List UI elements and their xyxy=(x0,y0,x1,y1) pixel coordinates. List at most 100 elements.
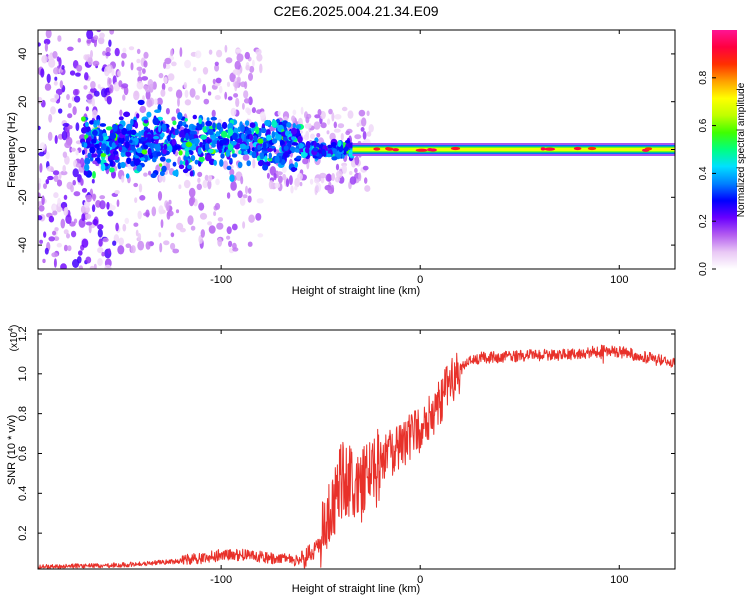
heatmap-cell xyxy=(167,73,175,81)
heatmap-cell xyxy=(224,44,228,53)
heatmap-cell xyxy=(248,96,253,106)
heatmap-cell xyxy=(354,168,358,173)
heatmap-cell xyxy=(107,210,114,217)
heatmap-cell xyxy=(64,141,71,149)
heatmap-cell xyxy=(316,133,321,138)
heatmap-cell xyxy=(99,195,106,200)
heatmap-cell xyxy=(154,109,161,113)
heatmap-cell xyxy=(102,50,107,56)
heatmap-cell xyxy=(239,197,246,206)
heatmap-cell xyxy=(235,148,239,156)
heatmap-cell xyxy=(179,129,185,138)
heatmap-cell xyxy=(74,95,81,103)
heatmap-cell xyxy=(143,131,148,139)
heatmap-cell xyxy=(587,146,597,151)
heatmap-cell xyxy=(137,99,145,106)
heatmap-cell xyxy=(147,147,152,156)
heatmap-cell xyxy=(207,221,213,226)
heatmap-cell xyxy=(143,172,148,177)
heatmap-cell xyxy=(139,105,147,114)
heatmap-cell xyxy=(72,168,79,178)
heatmap-cell xyxy=(238,150,242,155)
heatmap-cell xyxy=(364,185,371,192)
heatmap-cell xyxy=(233,93,239,98)
heatmap-cell xyxy=(243,98,250,104)
heatmap-cell xyxy=(136,48,141,55)
heatmap-cell xyxy=(197,171,203,178)
figure-title: C2E6.2025.004.21.34.E09 xyxy=(273,3,438,19)
heatmap-cell xyxy=(247,241,253,247)
heatmap-cell xyxy=(278,175,283,184)
heatmap-cell xyxy=(192,66,197,72)
heatmap-cell xyxy=(288,175,293,186)
heatmap-cell xyxy=(241,133,245,141)
heatmap-cell xyxy=(45,151,50,160)
heatmap-cell xyxy=(341,106,348,112)
heatmap-cell xyxy=(87,152,92,159)
heatmap-cell xyxy=(262,123,266,128)
heatmap-cell xyxy=(59,80,64,89)
snr-panel: -100 0 100 0.2 0.4 0.6 0.8 1.0 1.2 Height of str… xyxy=(6,325,676,595)
heatmap-cell xyxy=(142,68,146,74)
heatmap-cell xyxy=(97,247,104,254)
heatmap-cell xyxy=(328,108,333,115)
heatmap-cell xyxy=(197,147,202,155)
heatmap-cell xyxy=(305,141,311,149)
heatmap-cell xyxy=(80,205,86,214)
heatmap-cell xyxy=(111,68,115,77)
heatmap-cell xyxy=(189,145,197,151)
heatmap-cell xyxy=(72,179,76,186)
heatmap-cell xyxy=(86,30,94,40)
heatmap-cell xyxy=(133,222,139,227)
heatmap-cell xyxy=(296,155,302,160)
heatmap-cell xyxy=(167,210,174,217)
heatmap-cell xyxy=(118,237,124,246)
heatmap-cell xyxy=(98,238,103,247)
heatmap-cell xyxy=(171,61,177,67)
heatmap-cell xyxy=(53,93,60,100)
heatmap-cell xyxy=(210,134,217,139)
heatmap-cell xyxy=(226,81,231,88)
heatmap-cell xyxy=(240,176,244,185)
heatmap-cell xyxy=(235,48,242,53)
heatmap-cell xyxy=(246,160,251,167)
heatmap-cell xyxy=(63,194,68,200)
heatmap-cell xyxy=(47,131,53,141)
heatmap-cell xyxy=(46,73,51,84)
heatmap-cell xyxy=(145,241,151,250)
spectrogram-x-tick-label: 0 xyxy=(417,274,423,286)
heatmap-cell xyxy=(153,135,160,140)
heatmap-cell xyxy=(64,155,70,165)
snr-y-tick-label: 0.6 xyxy=(17,446,29,461)
heatmap-cell xyxy=(48,113,53,123)
heatmap-cell xyxy=(160,89,166,97)
heatmap-cell xyxy=(214,64,220,72)
heatmap-cell xyxy=(297,172,303,181)
heatmap-cell xyxy=(163,76,168,84)
heatmap-cell xyxy=(92,129,98,136)
heatmap-cell xyxy=(38,42,41,47)
spectrogram-y-tick-label: 40 xyxy=(17,48,29,60)
heatmap-cell xyxy=(66,94,70,100)
snr-y-axis-label: SNR (10 * v/v) xyxy=(6,415,18,485)
heatmap-cell xyxy=(109,132,117,140)
heatmap-cell xyxy=(170,232,175,238)
heatmap-cell xyxy=(108,39,112,47)
heatmap-cell xyxy=(186,164,192,170)
heatmap-cell xyxy=(172,120,177,126)
heatmap-cell xyxy=(53,258,57,268)
heatmap-cell xyxy=(315,142,320,148)
heatmap-cell xyxy=(182,168,189,174)
heatmap-cell xyxy=(50,106,56,115)
heatmap-cell xyxy=(291,115,296,122)
heatmap-cell xyxy=(96,30,102,33)
heatmap-cell xyxy=(77,38,82,43)
heatmap-cell xyxy=(252,158,256,169)
heatmap-cell xyxy=(85,221,93,226)
heatmap-cell xyxy=(202,67,209,75)
heatmap-cell xyxy=(337,123,345,129)
heatmap-cell xyxy=(171,138,177,146)
heatmap-cell xyxy=(184,99,192,106)
heatmap-cell xyxy=(67,46,74,51)
heatmap-cell xyxy=(107,65,112,74)
